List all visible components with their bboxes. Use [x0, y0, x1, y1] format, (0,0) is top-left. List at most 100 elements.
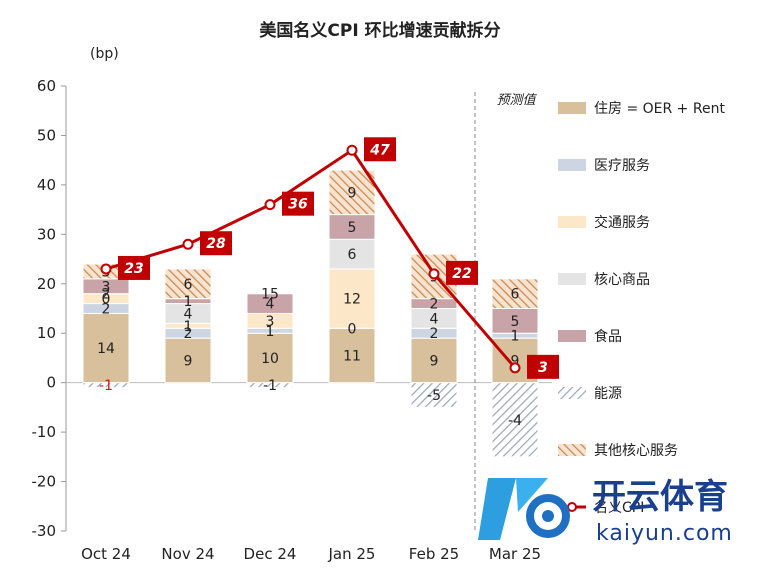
y-tick-label: -20 — [32, 473, 57, 491]
y-tick-label: 0 — [46, 374, 56, 392]
bar-energy — [491, 382, 539, 458]
cpi-label-box — [527, 354, 559, 379]
legend-core-goods-text: 核心商品 — [594, 272, 650, 288]
legend-housing-swatch — [558, 102, 586, 114]
legend-energy-text: 能源 — [594, 386, 622, 402]
segment-label: -1 — [263, 378, 277, 394]
segment-label: 2 — [430, 297, 439, 313]
segment-label: 6 — [184, 277, 193, 293]
bar-housing — [410, 337, 458, 384]
segment-label: 2 — [430, 326, 439, 342]
y-tick-label: 10 — [37, 324, 56, 342]
cpi-data-label: 22 — [452, 266, 471, 282]
segment-label: 3 — [266, 314, 275, 330]
legend-housing-text: 住房 = OER + Rent — [594, 101, 725, 117]
cpi-label-box — [282, 191, 314, 216]
segment-label: 2 — [102, 302, 111, 318]
stacked-bars — [82, 169, 539, 458]
legend-medical-text: 医疗服务 — [594, 158, 650, 174]
bar-energy — [246, 382, 294, 389]
bar-housing — [164, 337, 212, 384]
segment-label: 2 — [102, 287, 111, 303]
legend-medical-swatch — [558, 159, 586, 171]
bar-other-core — [491, 278, 539, 310]
legend-other-core-swatch — [558, 444, 586, 456]
y-tick-label: -10 — [32, 423, 57, 441]
legend-food-swatch — [558, 330, 586, 342]
segment-label: 4 — [266, 297, 275, 313]
segment-label: -5 — [427, 388, 441, 404]
segment-label: 1 — [511, 329, 520, 345]
segment-label: 9 — [184, 353, 193, 369]
bar-other-core — [328, 169, 376, 216]
cpi-point — [509, 362, 521, 374]
cpi-point — [346, 144, 358, 156]
watermark: 开云体育 kaiyun.com — [478, 477, 733, 546]
watermark-cn: 开云体育 — [592, 477, 728, 517]
cpi-line — [105, 148, 517, 369]
cpi-label-box — [364, 137, 396, 162]
cpi-data-label: 36 — [288, 197, 308, 213]
legend-other-core-text: 其他核心服务 — [594, 443, 678, 459]
legend-cpi-marker — [567, 502, 577, 512]
cpi-label-box — [118, 255, 150, 280]
segment-label: 4 — [184, 306, 193, 322]
x-tick-label: Oct 24 — [81, 545, 131, 563]
chart-title: 美国名义CPI 环比增速贡献拆分 — [259, 20, 500, 41]
cpi-data-label: 23 — [124, 261, 143, 277]
segment-label: 12 — [343, 292, 361, 308]
x-tick-label: Feb 25 — [409, 545, 459, 563]
cpi-point — [428, 268, 440, 280]
segment-label: 9 — [511, 353, 520, 369]
segment-label: 0 — [348, 321, 357, 337]
bar-housing — [328, 327, 376, 384]
legend-transport-text: 交通服务 — [594, 214, 650, 231]
legend-core-goods-swatch — [558, 273, 586, 285]
x-tick-label: Mar 25 — [489, 545, 541, 563]
legend-transport-swatch — [558, 216, 586, 228]
cpi-label-box — [200, 231, 232, 256]
x-tick-label: Dec 24 — [244, 545, 297, 563]
y-tick-label: 30 — [37, 225, 56, 243]
bar-food — [328, 214, 376, 240]
y-axis: 60 50 40 30 20 10 0 -10 -20 -30 — [32, 77, 66, 540]
watermark-en: kaiyun.com — [596, 521, 733, 546]
y-axis-unit: (bp) — [90, 46, 119, 62]
segment-label: 14 — [97, 341, 115, 357]
segment-label: 2 — [184, 326, 193, 342]
segment-label: 1 — [184, 294, 193, 310]
cpi-data-label: 28 — [206, 236, 226, 252]
bar-energy — [82, 382, 130, 389]
cpi-label-box — [446, 260, 478, 285]
cpi-data-label: 3 — [538, 360, 548, 376]
bar-housing — [82, 312, 130, 384]
y-tick-label: 20 — [37, 275, 56, 293]
cpi-data-label: 47 — [369, 142, 390, 158]
x-tick-label: Nov 24 — [161, 545, 214, 563]
y-tick-label: -30 — [32, 522, 57, 540]
segment-labels: 142023-1392141610134-115110126599242-599… — [97, 185, 522, 428]
segment-label: 5 — [511, 314, 520, 330]
segment-label: 1 — [266, 324, 275, 340]
segment-label: 3 — [102, 279, 111, 295]
segment-label: 5 — [348, 220, 357, 236]
segment-label: 4 — [430, 311, 439, 327]
watermark-logo — [478, 478, 570, 540]
y-tick-label: 50 — [37, 126, 56, 144]
segment-label: 11 — [343, 348, 361, 364]
cpi-point — [182, 238, 194, 250]
cpi-point — [100, 263, 112, 275]
segment-label: 6 — [348, 247, 357, 263]
legend-cpi-text: 名义CPI — [594, 500, 644, 516]
bar-other-core — [164, 268, 212, 300]
legend-energy-swatch — [558, 387, 586, 399]
segment-label: 6 — [511, 287, 520, 303]
legend-food-text: 食品 — [594, 328, 622, 345]
y-tick-label: 40 — [37, 176, 56, 194]
bar-food — [491, 308, 539, 334]
segment-label: 1 — [184, 319, 193, 335]
segment-label: -4 — [508, 413, 522, 429]
legend: 住房 = OER + Rent 医疗服务交通服务核心商品食品能源其他核心服务名义C… — [558, 101, 725, 516]
